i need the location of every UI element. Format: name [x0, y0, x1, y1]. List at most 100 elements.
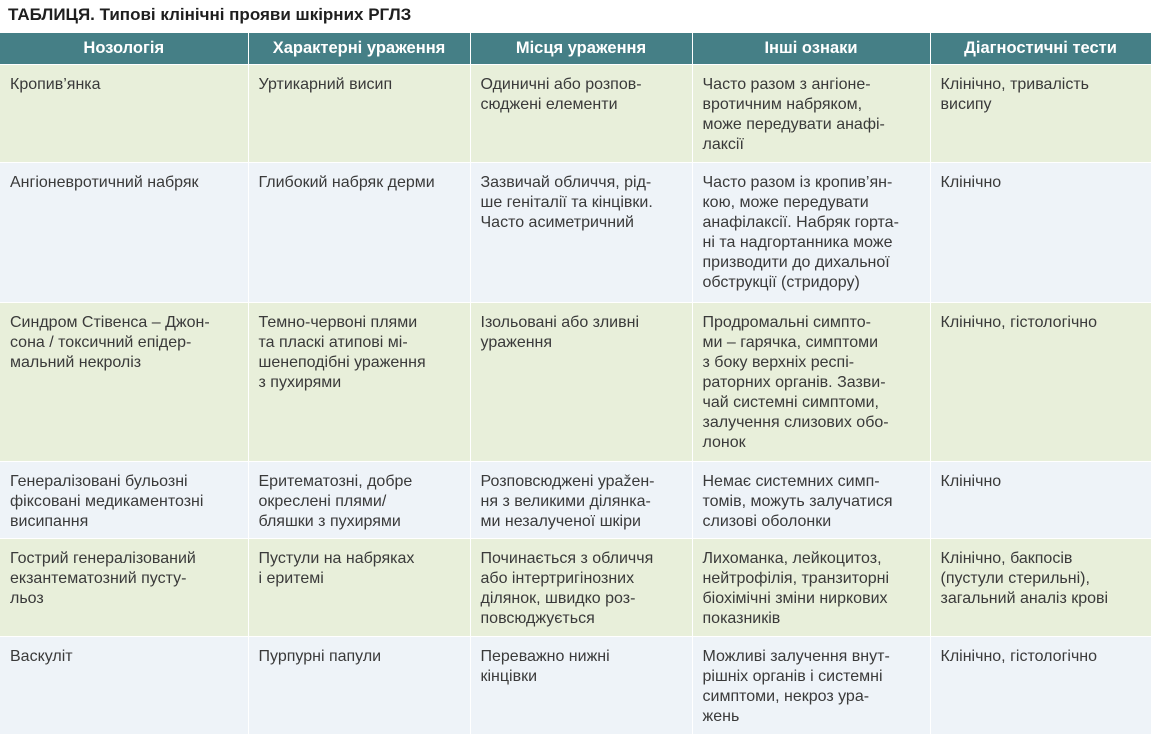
cell-nosology: Синдром Стівенса – Джон-сона / токсичний… — [0, 302, 249, 462]
cell-line: обструкції (стридору) — [702, 274, 860, 291]
cell-line: лаксії — [702, 136, 744, 153]
cell-line: Гострий генералізований — [10, 550, 196, 567]
table-row: Кропив’янка Уртикарний висип Одиничні або … — [0, 64, 1151, 163]
cell-line: Лихоманка, лейкоцитоз, — [702, 550, 882, 567]
cell-line: повсюджується — [480, 610, 595, 627]
cell-nosology: Кропив’янка — [0, 64, 249, 163]
cell-line: призводити до дихальної — [702, 254, 890, 271]
cell-nosology: Васкуліт — [0, 636, 249, 734]
cell-line: Генералізовані бульозні — [10, 473, 188, 490]
cell-sites: Починається з обличчя або інтертригінозни… — [470, 538, 693, 637]
cell-line: Ангіоневротичний набряк — [10, 174, 199, 191]
cell-line: Клінічно, гістологічно — [940, 648, 1098, 665]
cell-other-signs: Немає системних симп-томів, можуть залуч… — [692, 461, 931, 539]
cell-other-signs: Продромальні симпто-ми – гарячка, симпто… — [692, 302, 931, 462]
cell-line: бляшки з пухирями — [258, 513, 401, 530]
table-title: ТАБЛИЦЯ. Типові клінічні прояви шкірних … — [8, 5, 412, 24]
cell-line: кою, може передувати — [702, 194, 869, 211]
table-row: Гострий генералізований екзантематозний п… — [0, 538, 1151, 637]
cell-line: Еритематозні, добре — [258, 473, 413, 490]
cell-lesions: Глибокий набряк дерми — [248, 162, 471, 303]
cell-line: Продромальні симпто- — [702, 314, 871, 331]
cell-line: Часто разом із кропив’ян- — [702, 174, 893, 191]
cell-line: Глибокий набряк дерми — [258, 174, 435, 191]
cell-line: сона / токсичний епідер- — [10, 334, 192, 351]
cell-line: слизові оболонки — [702, 513, 832, 530]
cell-line: залучення слизових обо- — [702, 414, 889, 431]
header-lesions: Характерні ураження — [248, 33, 471, 65]
cell-line: Переважно нижні — [480, 648, 610, 665]
cell-sites: Розповсюджені урažен-ня з великими ділян… — [470, 461, 693, 539]
cell-diagnostic-tests: Клінічно — [930, 461, 1151, 539]
cell-line: ми – гарячка, симптоми — [702, 334, 879, 351]
table-row: Васкуліт Пурпурні папули Переважно нижні кі… — [0, 636, 1151, 734]
table-row: Генералізовані бульозні фіксовані медикам… — [0, 461, 1151, 539]
cell-line: нейтрофілія, транзиторні — [702, 570, 890, 587]
cell-line: шенеподібні ураження — [258, 354, 426, 371]
cell-line: та пласкі атипові мі- — [258, 334, 408, 351]
header-nosology: Нозологія — [0, 33, 249, 65]
cell-line: біохімічні зміни ниркових — [702, 590, 888, 607]
cell-line: Одиничні або розпов- — [480, 76, 642, 93]
cell-line: Клінічно, тривалість — [940, 76, 1090, 93]
cell-sites: Переважно нижні кінцівки — [470, 636, 693, 734]
cell-other-signs: Лихоманка, лейкоцитоз, нейтрофілія, транз… — [692, 538, 931, 637]
cell-line: лонок — [702, 434, 746, 451]
cell-line: Зазвичай обличчя, рід- — [480, 174, 652, 191]
cell-sites: Одиничні або розпов-сюджені елементи — [470, 64, 693, 163]
table-row: Синдром Стівенса – Джон-сона / токсичний… — [0, 302, 1151, 462]
cell-line: Клінічно, гістологічно — [940, 314, 1098, 331]
cell-diagnostic-tests: Клінічно — [930, 162, 1151, 303]
cell-line: чай системні симптоми, — [702, 394, 879, 411]
cell-nosology: Генералізовані бульозні фіксовані медикам… — [0, 461, 249, 539]
cell-diagnostic-tests: Клінічно, гістологічно — [930, 302, 1151, 462]
cell-line: льоз — [10, 590, 44, 607]
cell-line: рішніх органів і системні — [702, 668, 883, 685]
cell-line: Розповсюджені урažен- — [480, 473, 655, 490]
header-other-signs: Інші ознаки — [692, 33, 931, 65]
cell-line: ше геніталії та кінцівки. — [480, 194, 653, 211]
cell-line: висипання — [10, 513, 89, 530]
cell-diagnostic-tests: Клінічно, тривалість висипу — [930, 64, 1151, 163]
cell-line: фіксовані медикаментозні — [10, 493, 204, 510]
cell-line: Пурпурні папули — [258, 648, 382, 665]
cell-line: Уртикарний висип — [258, 76, 393, 93]
cell-line: Часто разом з ангіоне- — [702, 76, 871, 93]
cell-line: ми незалученої шкіри — [480, 513, 641, 530]
cell-lesions: Темно-червоні плями та пласкі атипові мі-… — [248, 302, 471, 462]
cell-line: може передувати анафі- — [702, 116, 885, 133]
cell-line: з боку верхніх респі- — [702, 354, 855, 371]
cell-line: мальний некроліз — [10, 354, 142, 371]
cell-diagnostic-tests: Клінічно, гістологічно — [930, 636, 1151, 734]
cell-line: Темно-червоні плями — [258, 314, 418, 331]
cell-line: Клінічно — [940, 473, 1002, 490]
cell-line: Клінічно — [940, 174, 1002, 191]
cell-line: загальний аналіз крові — [940, 590, 1109, 607]
cell-line: Можливі залучення внут- — [702, 648, 890, 665]
cell-line: Клінічно, бакпосів — [940, 550, 1073, 567]
cell-line: Часто асиметричний — [480, 214, 634, 231]
cell-sites: Зазвичай обличчя, рід-ше геніталії та кі… — [470, 162, 693, 303]
cell-line: або інтертригінозних — [480, 570, 635, 587]
cell-nosology: Гострий генералізований екзантематозний п… — [0, 538, 249, 637]
cell-line: Кропив’янка — [10, 76, 101, 93]
cell-lesions: Уртикарний висип — [248, 64, 471, 163]
table-row: Ангіоневротичний набряк Глибокий набряк д… — [0, 162, 1151, 303]
cell-line: Немає системних симп- — [702, 473, 880, 490]
cell-line: Васкуліт — [10, 648, 73, 665]
cell-line: вротичним набряком, — [702, 96, 863, 113]
cell-line: томів, можуть залучатися — [702, 493, 893, 510]
cell-line: з пухирями — [258, 374, 342, 391]
cell-line: ня з великими ділянка- — [480, 493, 651, 510]
header-sites: Місця ураження — [470, 33, 693, 65]
cell-line: сюджені елементи — [480, 96, 618, 113]
cell-line: екзантематозний пусту- — [10, 570, 187, 587]
cell-line: окреслені плями/ — [258, 493, 387, 510]
clinical-table: Нозологія Характерні ураження Місця уражен… — [0, 33, 1151, 734]
cell-line: Ізольовані або зливні — [480, 314, 640, 331]
cell-line: симптоми, некроз ура- — [702, 688, 870, 705]
cell-line: Починається з обличчя — [480, 550, 654, 567]
cell-line: Синдром Стівенса – Джон- — [10, 314, 210, 331]
header-diagnostic-tests: Діагностичні тести — [930, 33, 1151, 65]
cell-sites: Ізольовані або зливні ураження — [470, 302, 693, 462]
